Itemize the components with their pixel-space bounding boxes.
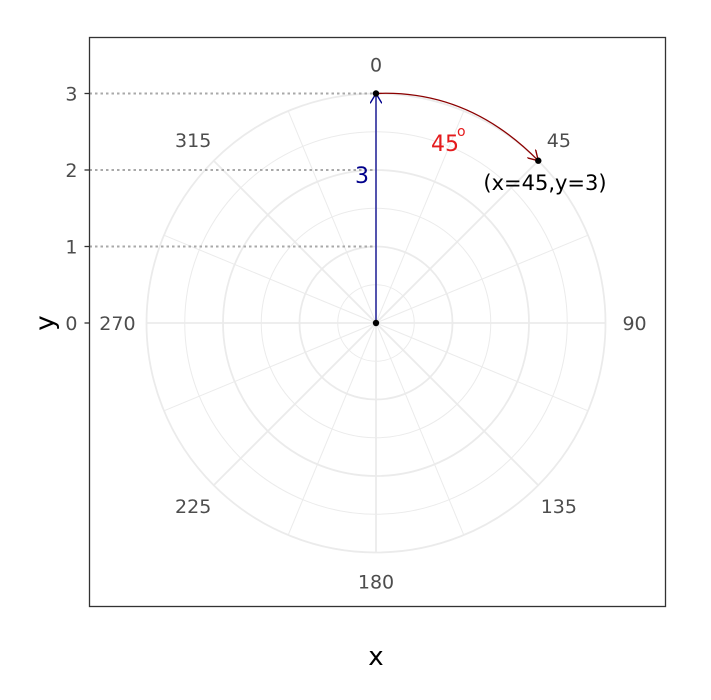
angle-tick-label: 270 (99, 313, 135, 335)
grid-spoke (287, 322, 377, 536)
angle-tick-label: 135 (541, 496, 577, 518)
grid-spoke (375, 322, 539, 486)
data-point (372, 90, 380, 97)
angle-tick-label: 0 (370, 54, 382, 76)
grid-spoke (213, 160, 377, 324)
grid-spoke (287, 110, 377, 324)
guide-lines (89, 92, 376, 248)
angle-tick-label: 315 (175, 130, 211, 152)
angle-annotation-degree: o (457, 124, 466, 140)
grid-spoke (375, 234, 589, 324)
angle-tick-label: 90 (622, 313, 646, 335)
grid-spoke (163, 322, 377, 412)
angle-tick-labels: 0 45 90 135 180 225 270 315 (99, 54, 646, 593)
grid-spoke (375, 110, 465, 324)
data-point (372, 319, 380, 327)
angle-tick-label: 225 (175, 496, 211, 518)
grid-spoke (375, 322, 589, 412)
grid-spoke (375, 160, 539, 324)
point-annotation: (x=45,y=3) (483, 171, 606, 195)
data-points (372, 90, 542, 327)
y-tick-label: 1 (65, 237, 77, 259)
y-tick-label: 0 (65, 313, 77, 335)
y-axis: 0 1 2 3 (65, 84, 90, 335)
y-tick-label: 3 (65, 84, 77, 106)
data-point (535, 157, 542, 164)
panel-border (88, 36, 667, 608)
y-axis-title: y (31, 315, 61, 330)
angle-tick-label: 45 (547, 130, 571, 152)
y-tick-label: 2 (65, 160, 77, 182)
angle-annotation: 45 o (431, 124, 466, 157)
grid-spokes (146, 93, 606, 553)
x-axis-title: x (368, 642, 383, 672)
annotation-arrows (376, 93, 538, 323)
angle-tick-label: 180 (358, 572, 394, 594)
angle-annotation-value: 45 (431, 132, 459, 157)
grid-spoke (375, 322, 465, 536)
grid-spoke (163, 234, 377, 324)
radius-annotation: 3 (355, 164, 369, 189)
angle-arrow (375, 92, 538, 160)
grid-spoke (213, 322, 377, 486)
